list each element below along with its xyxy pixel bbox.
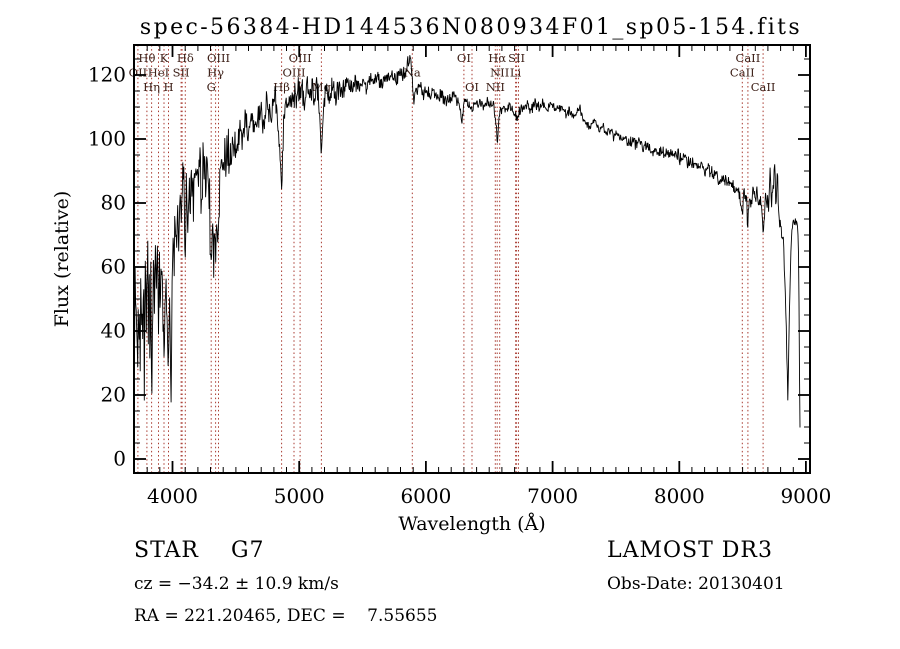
y-tick-label: 20	[101, 383, 126, 407]
line-label-Hβ: Hβ	[273, 80, 290, 94]
line-label-NII: NII	[490, 66, 509, 80]
line-label-HeI: HeI	[148, 66, 169, 80]
spectral-line-markers	[137, 45, 764, 473]
line-label-G: G	[207, 80, 216, 94]
line-label-SII: SII	[173, 66, 190, 80]
y-tick-label: 80	[101, 191, 126, 215]
x-axis-label: Wavelength (Å)	[398, 513, 545, 535]
spectrum-trace	[133, 55, 801, 428]
line-label-H: H	[163, 80, 173, 94]
line-label-SII: SII	[508, 51, 525, 65]
y-tick-label: 0	[113, 447, 126, 471]
line-label-Li: Li	[510, 66, 522, 80]
line-label-OI: OI	[457, 51, 471, 65]
plot-title: spec-56384-HD144536N080934F01_sp05-154.f…	[140, 15, 802, 40]
line-label-Hα: Hα	[488, 51, 506, 65]
classification-text: STAR G7	[134, 538, 265, 563]
line-label-OIII: OIII	[282, 66, 305, 80]
survey-text: LAMOST DR3	[607, 538, 773, 563]
spectrum-path	[133, 55, 801, 428]
line-label-Na: Na	[404, 66, 421, 80]
x-tick-label: 7000	[527, 484, 578, 508]
x-tick-label: 5000	[274, 484, 325, 508]
plot-content: OIIHθHηHeIKHSIIHδGHγOIIIHβOIIIOIIIMgNaOI…	[88, 44, 831, 508]
obsdate-text: Obs-Date: 20130401	[607, 574, 785, 594]
y-axis-label: Flux (relative)	[51, 191, 73, 328]
axis-frame: 4000 5000 6000 7000 8000 9000 0 20 40 60 80 100 120	[88, 44, 831, 508]
x-tick-label: 6000	[400, 484, 451, 508]
y-tick-label: 120	[88, 63, 126, 87]
spectral-line-labels: OIIHθHηHeIKHSIIHδGHγOIIIHβOIIIOIIIMgNaOI…	[129, 51, 776, 94]
line-label-OIII: OIII	[289, 51, 312, 65]
line-label-CaII: CaII	[730, 66, 755, 80]
line-label-OIII: OIII	[207, 51, 230, 65]
x-tick-label: 4000	[147, 484, 198, 508]
x-tick-label: 9000	[780, 484, 831, 508]
radec-text: RA = 221.20465, DEC = 7.55655	[134, 606, 437, 626]
y-tick-label: 60	[101, 255, 126, 279]
line-label-CaII: CaII	[736, 51, 761, 65]
line-label-OI: OI	[465, 80, 479, 94]
y-tick-label: 100	[88, 127, 126, 151]
line-label-Hθ: Hθ	[138, 51, 155, 65]
line-label-K: K	[160, 51, 169, 65]
line-label-Hδ: Hδ	[177, 51, 194, 65]
cz-text: cz = −34.2 ± 10.9 km/s	[134, 574, 339, 594]
line-label-OII: OII	[129, 66, 148, 80]
x-tick-label: 8000	[654, 484, 705, 508]
line-label-CaII: CaII	[751, 80, 776, 94]
y-tick-label: 40	[101, 319, 126, 343]
line-label-Hη: Hη	[143, 80, 160, 94]
plot-frame	[133, 44, 811, 474]
line-label-NII: NII	[486, 80, 505, 94]
line-label-Hγ: Hγ	[207, 66, 224, 80]
